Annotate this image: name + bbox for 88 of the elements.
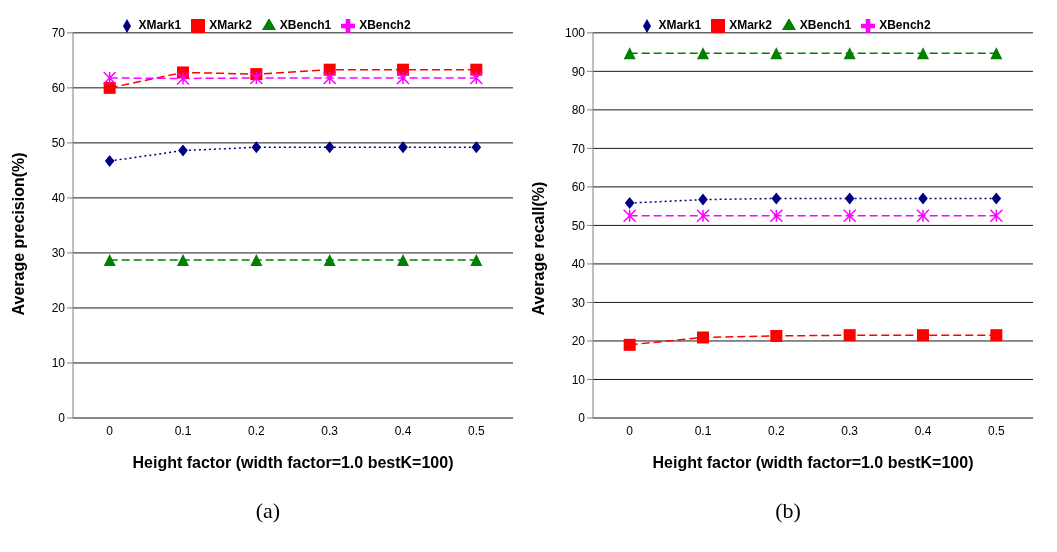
point [770,329,783,342]
y-tick-label: 20 [51,301,66,316]
point [697,47,709,60]
y-tick-label: 30 [51,246,66,261]
point [178,144,188,157]
y-tick-label: 70 [571,141,586,156]
y-tick-label: 40 [571,257,586,272]
text: (a) [254,498,282,524]
point [323,254,336,267]
point [918,192,928,205]
x-tick-label: 0.2 [247,423,265,438]
point [843,329,856,342]
x-axis-title: Height factor (width factor=1.0 bestK=100) [652,454,974,471]
y-tick-label: 70 [51,26,66,41]
legend-label: XBench2 [359,18,411,32]
text: (b) [774,498,802,524]
legend-label: XMark2 [209,18,252,32]
point [769,209,784,223]
x-tick-label: 0 [106,423,114,438]
point [917,47,929,60]
x-tick-label: 0.3 [321,423,339,438]
point [916,209,930,223]
y-tick-label: 80 [571,103,586,118]
point [469,71,484,85]
y-tick-label: 60 [51,81,66,96]
point [991,192,1002,205]
y-tick-label: 50 [571,218,586,233]
y-tick-label: 40 [51,191,66,206]
legend-label: XMark1 [138,18,182,32]
point [771,192,782,205]
point [990,329,1003,342]
x-tick-label: 0.5 [987,423,1005,438]
point [104,155,115,168]
y-tick-label: 50 [51,136,66,151]
point [770,47,783,60]
point [322,71,337,85]
y-tick-label: 60 [571,180,586,195]
point [398,141,408,154]
point [249,71,264,85]
x-tick-label: 0.2 [767,423,785,438]
x-tick-label: 0.1 [694,423,712,438]
x-tick-label: 0.3 [841,423,859,438]
x-tick-label: 0.4 [914,423,932,438]
y-tick-label: 10 [571,372,586,387]
point [470,254,483,267]
y-tick-label: 90 [571,64,586,79]
point [844,192,855,205]
y-tick-label: 30 [571,295,586,310]
point [471,141,482,154]
point [623,47,636,60]
point [103,81,116,94]
point [697,331,709,344]
x-tick-label: 0.4 [394,423,412,438]
point [250,254,263,267]
point [917,329,929,342]
legend-label: XMark2 [729,18,772,32]
x-tick-label: 0 [626,423,634,438]
legend-label: XBench1 [799,18,852,32]
x-tick-label: 0.5 [467,423,485,438]
y-tick-label: 0 [58,411,66,426]
point [177,254,189,267]
point [989,209,1004,223]
point [843,47,856,60]
point [698,193,708,206]
point [624,197,635,210]
point [251,141,262,154]
point [324,141,335,154]
x-axis-title: Height factor (width factor=1.0 bestK=100) [132,454,454,471]
y-tick-label: 10 [51,356,66,371]
x-tick-label: 0.1 [174,423,192,438]
y-tick-label: 0 [578,411,586,426]
y-axis-title: Average precision(%) [9,152,27,316]
point [623,338,636,351]
point [176,71,190,86]
y-axis-title: Average recall(%) [529,181,547,316]
y-tick-label: 20 [571,334,586,349]
legend-label: XBench1 [279,18,332,32]
point [622,209,637,223]
point [103,254,116,267]
point [397,254,409,267]
point [990,47,1003,60]
point [102,71,117,85]
y-tick-label: 100 [564,26,586,41]
point [396,71,410,85]
legend-label: XMark1 [658,18,702,32]
legend-label: XBench2 [879,18,931,32]
point [696,209,710,223]
point [842,209,857,223]
